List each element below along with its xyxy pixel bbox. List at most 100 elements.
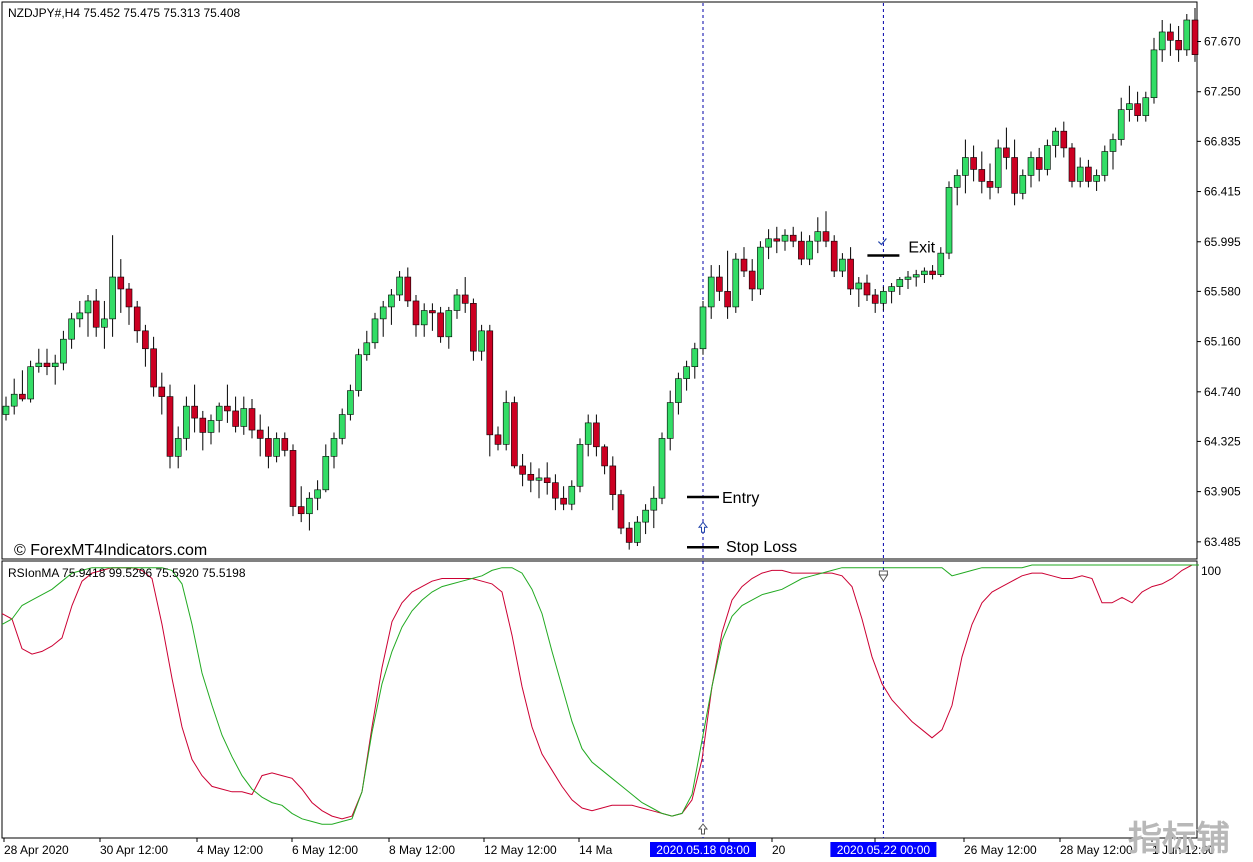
candle-body — [601, 446, 608, 467]
candle-body — [822, 231, 830, 242]
time-tick-label: 1 Jun 12:00 — [1152, 843, 1215, 857]
candle-body — [740, 258, 748, 272]
candle-body — [789, 234, 797, 242]
candle-body — [576, 444, 584, 487]
candle-body — [273, 438, 280, 457]
brand-mark: 指标铺 — [1128, 819, 1230, 859]
candle-body — [445, 310, 453, 338]
candle-body — [92, 300, 100, 328]
candle-body — [593, 422, 600, 448]
price-panel — [1, 1, 1198, 560]
price-tick-label: 65.580 — [1204, 284, 1241, 298]
indicator-info: RSIonMA 75.9418 99.5296 75.5920 75.5198 — [8, 566, 246, 580]
buy-signal-arrow-icon — [697, 823, 709, 835]
candle-body — [27, 366, 34, 400]
candle-body — [1019, 175, 1027, 194]
candle-body — [412, 300, 420, 326]
candle-body — [535, 477, 543, 481]
candle-body — [461, 294, 469, 304]
candle-body — [19, 393, 26, 400]
price-tick-label: 65.995 — [1204, 235, 1241, 249]
candle-body — [486, 330, 494, 436]
candle-body — [183, 405, 190, 439]
candle-body — [953, 175, 961, 188]
candle-body — [322, 456, 330, 491]
candle-body — [494, 434, 502, 445]
candle-body — [215, 405, 223, 421]
time-tick-label: 26 May 12:00 — [964, 843, 1037, 857]
candle-body — [863, 282, 871, 296]
candle-body — [839, 258, 846, 272]
candle-body — [970, 157, 977, 170]
candle-body — [207, 420, 215, 433]
candle-body — [1044, 145, 1051, 170]
candle-body — [896, 279, 904, 287]
candle-body — [1175, 40, 1182, 51]
rsi-ma-line — [1, 564, 1199, 825]
candle-body — [84, 300, 92, 314]
candle-body — [109, 276, 116, 320]
candle-body — [1126, 103, 1133, 110]
candle-body — [306, 497, 313, 515]
candle-body — [1027, 157, 1035, 176]
candle-body — [117, 276, 125, 290]
candle-body — [888, 286, 895, 292]
time-tick-label: 6 May 12:00 — [292, 843, 358, 857]
candle-body — [527, 473, 535, 481]
candle-body — [1150, 49, 1158, 99]
candle-body — [519, 465, 526, 475]
indicator-panel — [1, 560, 1198, 839]
candle-body — [1035, 157, 1043, 170]
price-tick-label: 67.250 — [1204, 85, 1241, 99]
candle-body — [806, 240, 813, 260]
candle-body — [51, 362, 59, 367]
candle-body — [338, 414, 346, 439]
price-tick-label: 63.905 — [1204, 485, 1241, 499]
candle-body — [1052, 130, 1059, 146]
candle-body — [2, 405, 10, 415]
candle-body — [281, 438, 289, 451]
time-tick-label: 28 Apr 2020 — [4, 843, 69, 857]
time-tick-label: 12 May 12:00 — [484, 843, 557, 857]
candle-body — [363, 342, 371, 356]
candle-body — [502, 402, 510, 445]
symbol-info: NZDJPY#,H4 75.452 75.475 75.313 75.408 — [8, 6, 240, 20]
candle-body — [675, 378, 682, 403]
price-axis: 67.670 67.250 66.835 66.415 65.995 65.580 65.1… — [1197, 35, 1241, 578]
candle-body — [945, 187, 953, 254]
candle-body — [880, 291, 887, 304]
candle-body — [962, 157, 969, 176]
candle-body — [798, 240, 805, 260]
candle-body — [133, 306, 141, 332]
candle-body — [716, 276, 723, 292]
time-tick-label: 4 May 12:00 — [197, 843, 263, 857]
highlighted-time-box — [650, 842, 756, 857]
candle-body — [289, 450, 297, 507]
candle-body — [297, 506, 305, 515]
candle-body — [765, 238, 772, 248]
candle-body — [1003, 147, 1010, 158]
exit-label: Exit — [908, 240, 935, 257]
candle-body — [1068, 147, 1076, 182]
candle-body — [314, 489, 321, 499]
candle-body — [355, 354, 362, 391]
candle-body — [937, 252, 945, 275]
candle-body — [748, 270, 756, 290]
candle-body — [929, 270, 936, 275]
candle-body — [511, 402, 518, 467]
candle-body — [158, 386, 166, 397]
candle-body — [1060, 130, 1068, 149]
candle-body — [240, 408, 248, 427]
candle-body — [101, 318, 108, 328]
candle-body — [560, 497, 567, 505]
candle-body — [256, 429, 264, 439]
watermark: © ForexMT4Indicators.com — [14, 542, 207, 559]
time-tick-label: 8 May 12:00 — [389, 843, 455, 857]
candle-body — [232, 410, 239, 427]
candle-body — [609, 465, 617, 495]
price-tick-label: 66.835 — [1204, 134, 1241, 148]
candle-body — [1093, 175, 1100, 182]
candle-body — [248, 408, 256, 431]
candle-body — [1167, 31, 1174, 41]
candle-body — [994, 147, 1002, 188]
